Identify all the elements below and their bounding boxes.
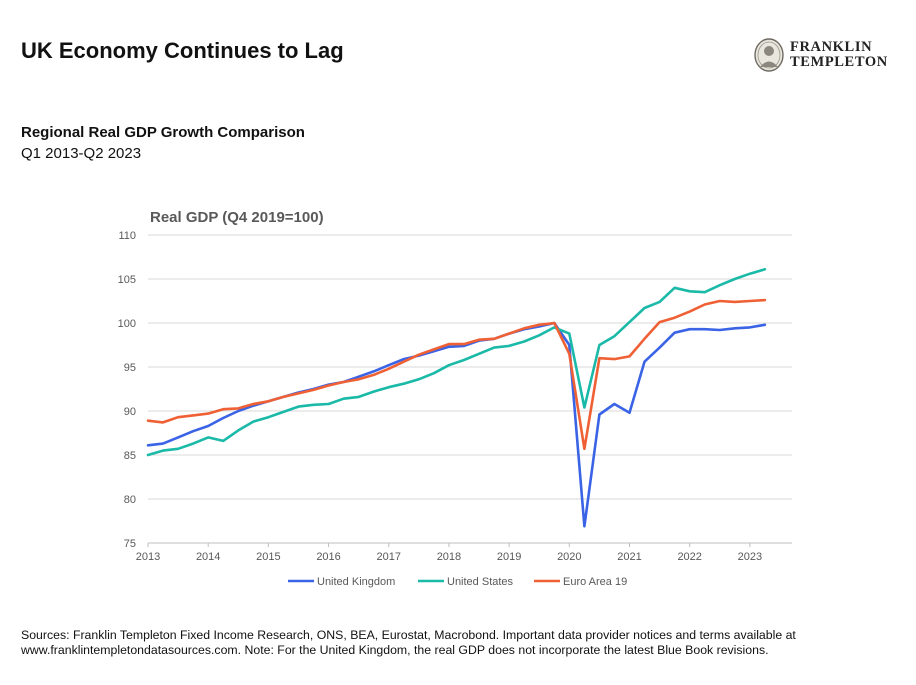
- y-tick-label: 80: [124, 494, 136, 506]
- x-tick-label: 2019: [497, 551, 521, 563]
- chart-title: Real GDP (Q4 2019=100): [150, 209, 324, 226]
- portrait-seal-icon: [754, 38, 784, 72]
- y-tick-label: 100: [118, 318, 136, 330]
- legend-label: United States: [447, 576, 514, 588]
- y-tick-label: 110: [118, 230, 136, 242]
- legend-label: Euro Area 19: [563, 576, 627, 588]
- x-tick-label: 2022: [677, 551, 701, 563]
- x-tick-label: 2023: [738, 551, 762, 563]
- series-line-united-kingdom: [146, 321, 767, 528]
- series-line-euro-area-19: [146, 298, 767, 451]
- x-tick-label: 2021: [617, 551, 641, 563]
- y-tick-label: 95: [124, 362, 136, 374]
- y-tick-label: 85: [124, 450, 136, 462]
- x-tick-label: 2013: [136, 551, 160, 563]
- x-tick-label: 2016: [316, 551, 340, 563]
- y-tick-label: 90: [124, 406, 136, 418]
- footnote-line2: www.franklintempletondatasources.com. No…: [21, 643, 769, 657]
- logo-line1: FRANKLIN: [790, 39, 873, 55]
- footnote-line1: Sources: Franklin Templeton Fixed Income…: [21, 628, 796, 642]
- sources-footnote: Sources: Franklin Templeton Fixed Income…: [21, 628, 901, 658]
- chart-subtitle: Regional Real GDP Growth Comparison: [21, 124, 305, 141]
- x-tick-label: 2014: [196, 551, 220, 563]
- y-tick-label: 75: [124, 538, 136, 550]
- series-line-united-states: [146, 268, 767, 457]
- chart-date-range: Q1 2013-Q2 2023: [21, 145, 142, 162]
- legend-label: United Kingdom: [317, 576, 395, 588]
- gdp-line-chart: Real GDP (Q4 2019=100) 75 80 85 90 95 100 105 11…: [118, 209, 792, 588]
- page-title: UK Economy Continues to Lag: [21, 38, 344, 63]
- y-tick-label: 105: [118, 274, 136, 286]
- franklin-templeton-logo: FRANKLIN TEMPLETON: [752, 38, 902, 72]
- x-tick-label: 2017: [377, 551, 401, 563]
- x-tick-label: 2020: [557, 551, 581, 563]
- x-tick-label: 2018: [437, 551, 461, 563]
- x-tick-label: 2015: [256, 551, 280, 563]
- logo-line2: TEMPLETON: [790, 54, 888, 70]
